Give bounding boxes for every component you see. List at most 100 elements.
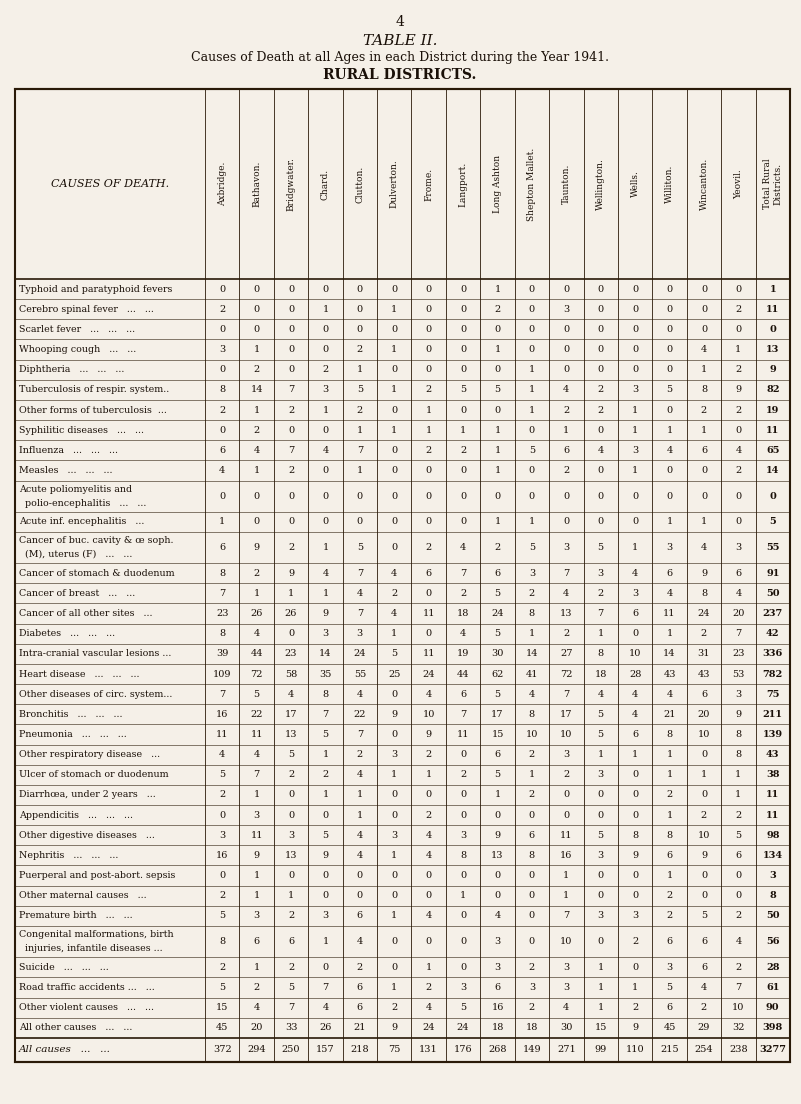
Text: 1: 1 xyxy=(701,771,707,779)
Text: 16: 16 xyxy=(216,851,228,860)
Text: 5: 5 xyxy=(356,385,363,394)
Text: 9: 9 xyxy=(632,1023,638,1032)
Text: 21: 21 xyxy=(663,710,676,719)
Text: 2: 2 xyxy=(666,912,673,921)
Text: 0: 0 xyxy=(460,810,466,819)
Text: 56: 56 xyxy=(766,937,779,946)
Text: 1: 1 xyxy=(529,385,535,394)
Text: 4: 4 xyxy=(598,446,604,455)
Text: 0: 0 xyxy=(769,491,776,501)
Text: 4: 4 xyxy=(735,588,742,598)
Text: 1: 1 xyxy=(632,750,638,760)
Text: 3: 3 xyxy=(356,629,363,638)
Text: 1: 1 xyxy=(494,426,501,435)
Text: 0: 0 xyxy=(425,588,432,598)
Text: Whooping cough   ...   ...: Whooping cough ... ... xyxy=(19,346,136,354)
Text: 7: 7 xyxy=(735,629,742,638)
Text: 0: 0 xyxy=(632,305,638,314)
Text: 0: 0 xyxy=(701,790,707,799)
Text: 6: 6 xyxy=(563,446,570,455)
Text: 8: 8 xyxy=(666,831,673,840)
Text: 2: 2 xyxy=(391,1004,397,1012)
Text: 4: 4 xyxy=(632,710,638,719)
Text: 13: 13 xyxy=(491,851,504,860)
Text: 0: 0 xyxy=(598,790,604,799)
Text: 0: 0 xyxy=(425,346,432,354)
Text: Long Ashton: Long Ashton xyxy=(493,155,502,213)
Text: 7: 7 xyxy=(322,710,328,719)
Text: 0: 0 xyxy=(598,518,604,527)
Text: 0: 0 xyxy=(322,466,328,475)
Text: 1: 1 xyxy=(735,346,742,354)
Text: 0: 0 xyxy=(288,810,294,819)
Text: 1: 1 xyxy=(425,963,432,972)
Text: 72: 72 xyxy=(560,669,573,679)
Text: 10: 10 xyxy=(560,937,573,946)
Text: 0: 0 xyxy=(701,325,707,333)
Text: 8: 8 xyxy=(598,649,604,658)
Text: 0: 0 xyxy=(391,518,397,527)
Text: 2: 2 xyxy=(460,588,466,598)
Text: All other causes   ...   ...: All other causes ... ... xyxy=(19,1023,132,1032)
Text: 0: 0 xyxy=(494,891,501,900)
Text: 0: 0 xyxy=(425,365,432,374)
Text: Acute poliomyelitis and: Acute poliomyelitis and xyxy=(19,485,132,493)
Text: 0: 0 xyxy=(460,790,466,799)
Text: 3: 3 xyxy=(563,963,570,972)
Text: 0: 0 xyxy=(391,491,397,501)
Text: 0: 0 xyxy=(322,491,328,501)
Text: 2: 2 xyxy=(494,543,501,552)
Text: 4: 4 xyxy=(701,543,707,552)
Text: 9: 9 xyxy=(254,543,260,552)
Text: 0: 0 xyxy=(391,543,397,552)
Text: 1: 1 xyxy=(356,365,363,374)
Text: 43: 43 xyxy=(766,750,779,760)
Text: 6: 6 xyxy=(632,609,638,618)
Text: 4: 4 xyxy=(425,1004,432,1012)
Text: 0: 0 xyxy=(460,325,466,333)
Text: 0: 0 xyxy=(322,518,328,527)
Text: 9: 9 xyxy=(701,569,707,577)
Text: 4: 4 xyxy=(460,543,466,552)
Text: 211: 211 xyxy=(763,710,783,719)
Text: 2: 2 xyxy=(529,963,535,972)
Text: 0: 0 xyxy=(598,305,604,314)
Text: 1: 1 xyxy=(253,871,260,880)
Text: Heart disease   ...   ...   ...: Heart disease ... ... ... xyxy=(19,669,139,679)
Text: 271: 271 xyxy=(557,1045,576,1054)
Text: 9: 9 xyxy=(391,710,397,719)
Text: 3: 3 xyxy=(288,831,294,840)
Text: 5: 5 xyxy=(219,912,225,921)
Text: 0: 0 xyxy=(632,771,638,779)
Text: Yeovil.: Yeovil. xyxy=(734,169,743,199)
Text: All causes   ...   ...: All causes ... ... xyxy=(19,1045,111,1054)
Text: 0: 0 xyxy=(632,963,638,972)
Text: 11: 11 xyxy=(457,730,469,739)
Text: 2: 2 xyxy=(701,405,707,414)
Text: 0: 0 xyxy=(288,325,294,333)
Text: Other digestive diseases   ...: Other digestive diseases ... xyxy=(19,831,155,840)
Text: 0: 0 xyxy=(391,285,397,294)
Text: 5: 5 xyxy=(529,446,535,455)
Text: 0: 0 xyxy=(460,871,466,880)
Text: 0: 0 xyxy=(529,810,535,819)
Text: 1: 1 xyxy=(666,871,673,880)
Text: 1: 1 xyxy=(494,285,501,294)
Text: 3: 3 xyxy=(529,569,535,577)
Text: 7: 7 xyxy=(563,690,570,699)
Text: 0: 0 xyxy=(460,466,466,475)
Text: 26: 26 xyxy=(285,609,297,618)
Text: Cancer of buc. cavity & œ soph.: Cancer of buc. cavity & œ soph. xyxy=(19,537,174,545)
Text: 0: 0 xyxy=(529,325,535,333)
Text: 2: 2 xyxy=(253,426,260,435)
Text: 0: 0 xyxy=(701,750,707,760)
Text: 0: 0 xyxy=(598,426,604,435)
Text: 4: 4 xyxy=(701,983,707,991)
Text: 1: 1 xyxy=(563,426,570,435)
Text: 336: 336 xyxy=(763,649,783,658)
Text: 7: 7 xyxy=(288,446,294,455)
Text: 0: 0 xyxy=(425,305,432,314)
Text: 17: 17 xyxy=(491,710,504,719)
Text: 2: 2 xyxy=(425,810,432,819)
Text: 4: 4 xyxy=(253,629,260,638)
